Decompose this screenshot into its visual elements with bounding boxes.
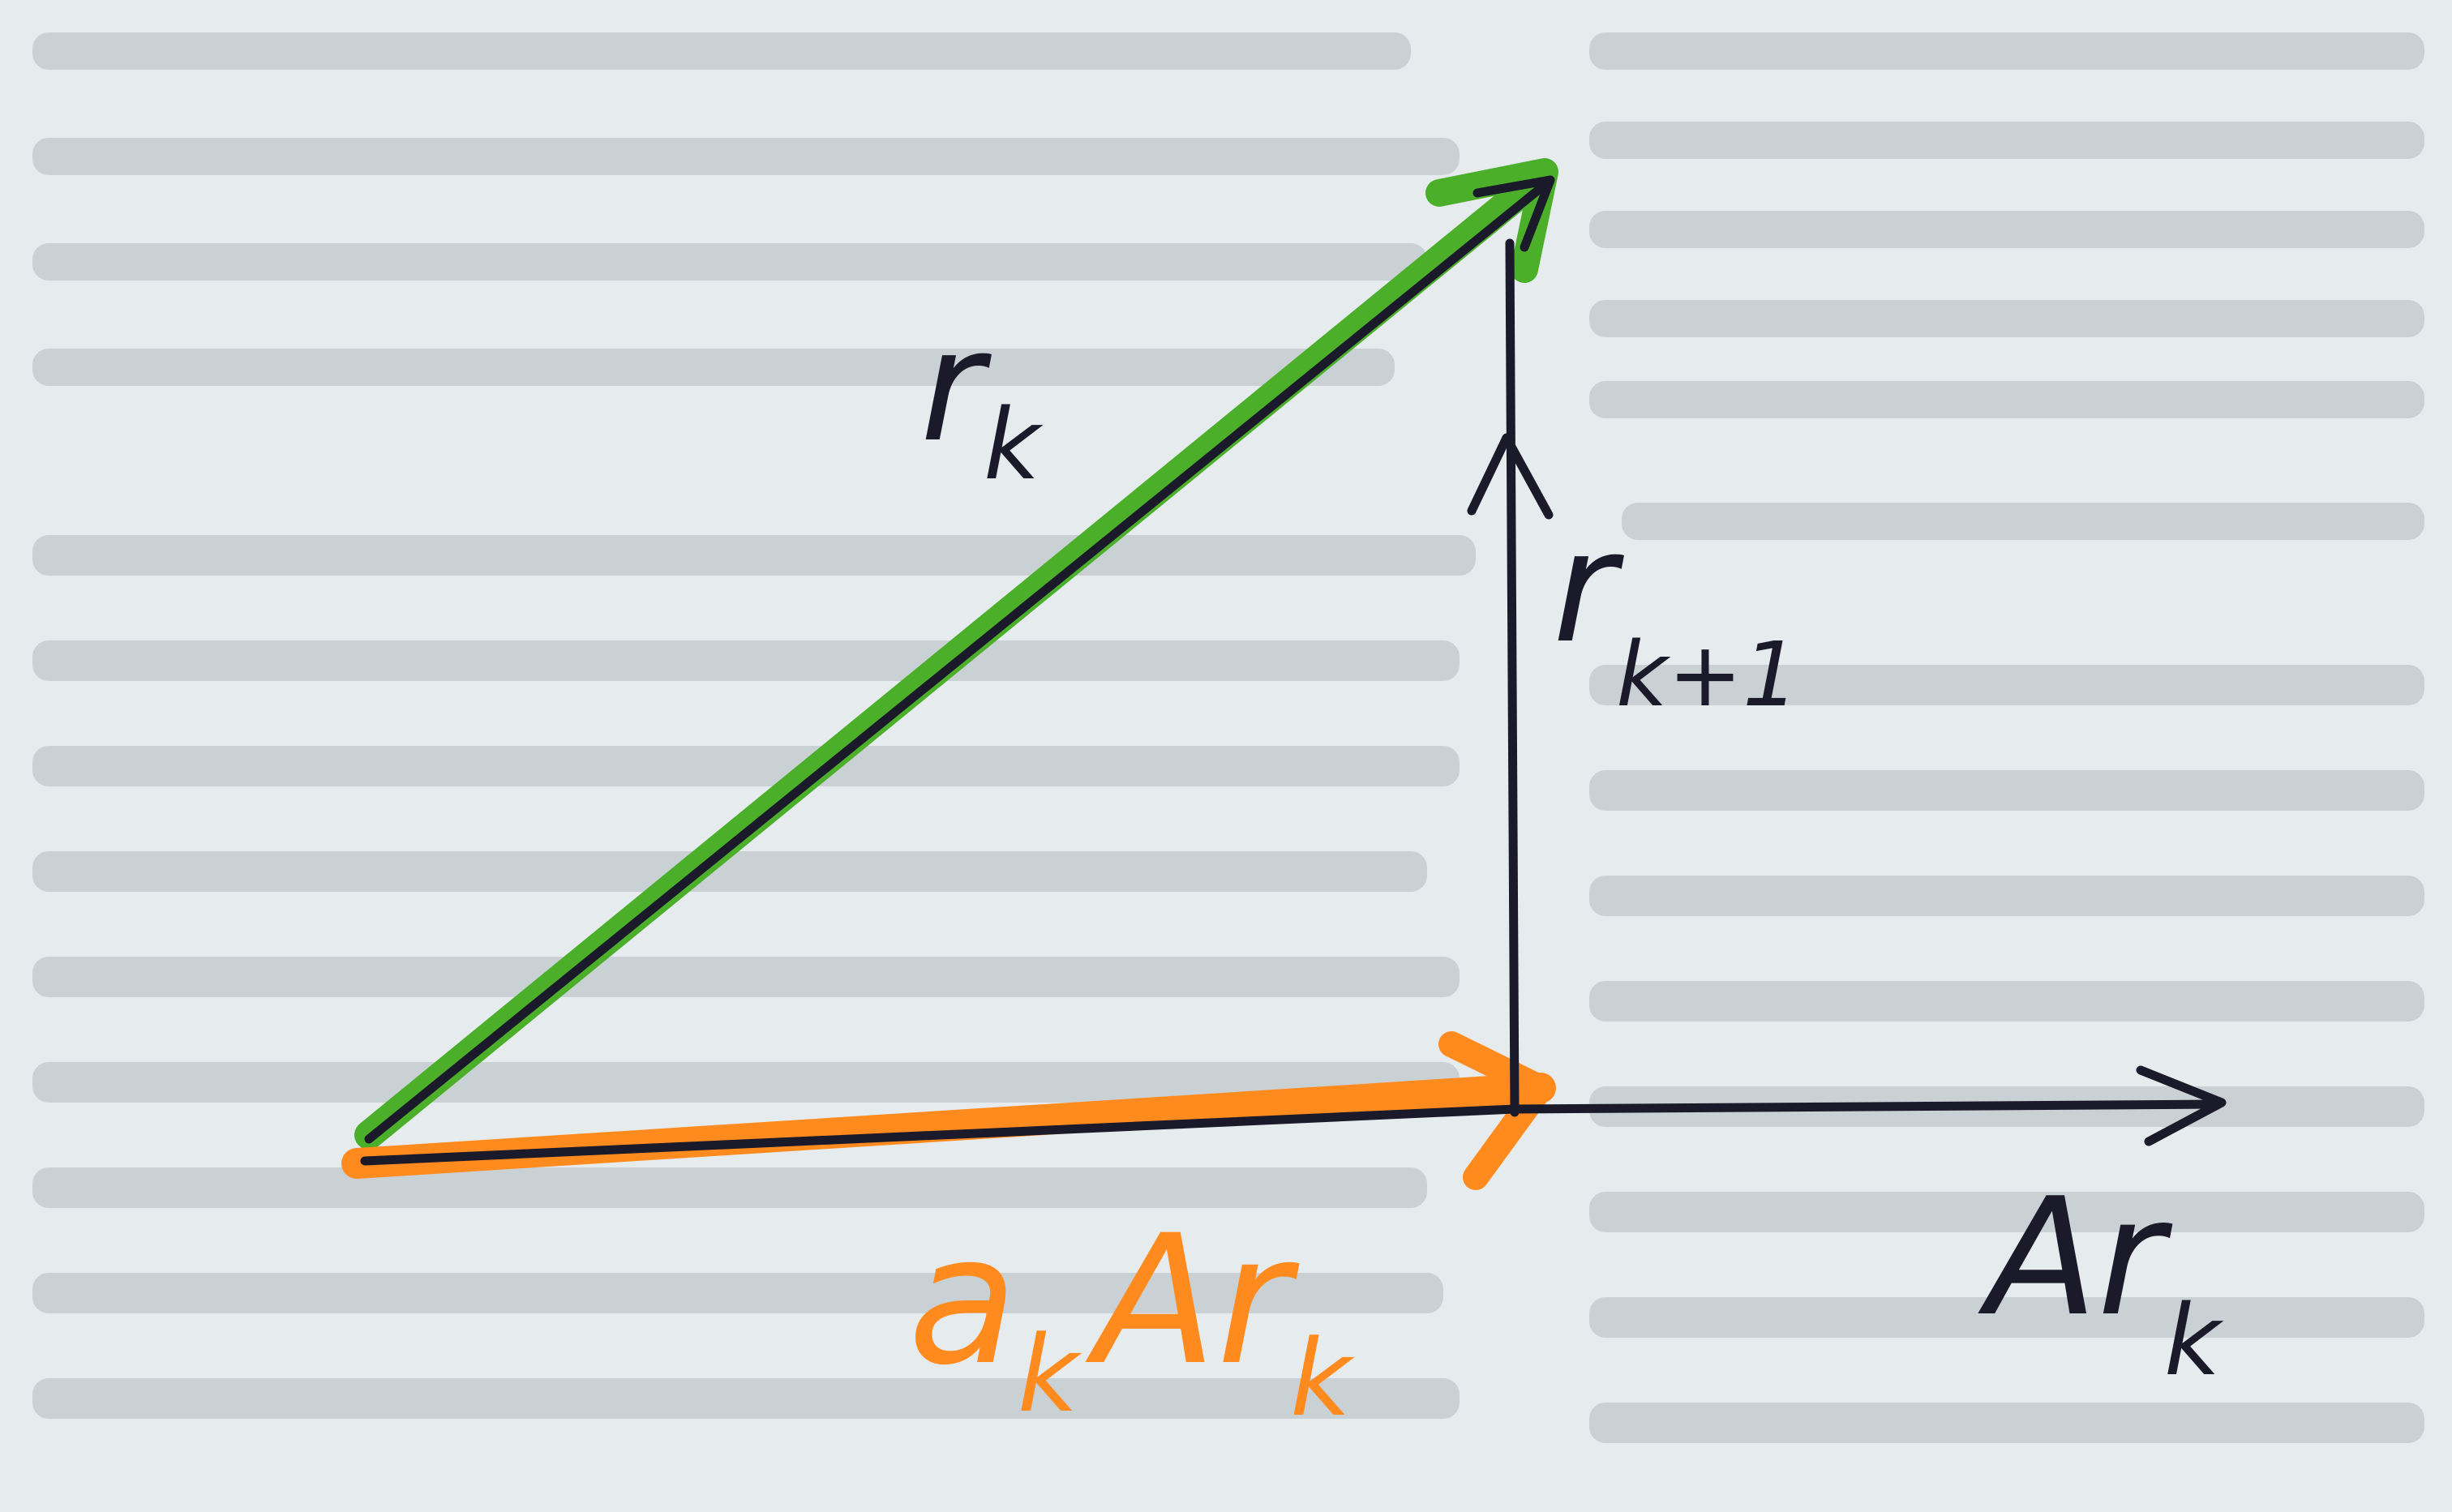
r-k-label: rk <box>920 297 1044 502</box>
r-k-plus-1-arrowhead <box>1467 433 1554 520</box>
r-k-vector <box>364 180 1550 1144</box>
r-k-plus-1-label: rk+1 <box>1553 498 1799 726</box>
labels: rk rk+1 akArk Ark <box>908 297 2224 1440</box>
ark-axis-arrowhead <box>2136 1065 2227 1146</box>
ink-strokes <box>360 175 2227 1166</box>
r-k-arrowhead <box>1472 175 1555 252</box>
ak-ark-label: akArk <box>908 1197 1355 1440</box>
ark-axis-label: Ark <box>1978 1163 2224 1398</box>
r-k-plus-1-vector <box>1505 238 1520 1117</box>
